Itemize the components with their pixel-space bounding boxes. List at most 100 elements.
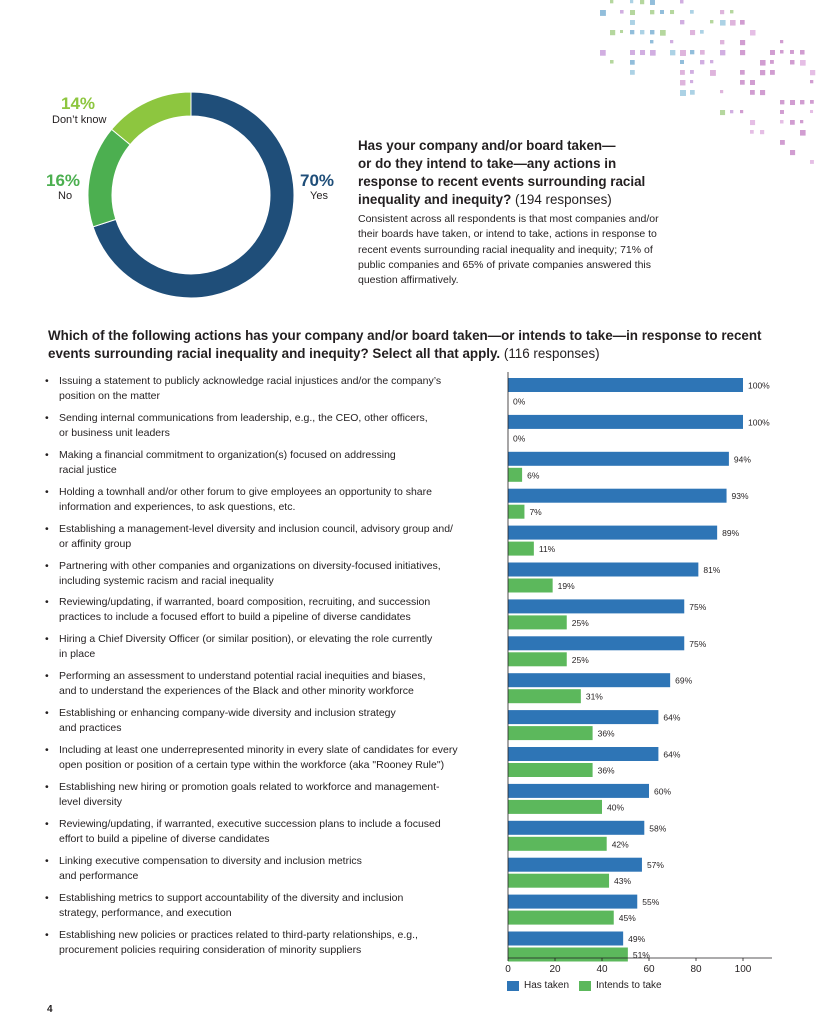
decorative-dot [680, 0, 684, 4]
dont-know-percent: 14% [61, 94, 96, 113]
bar-intends-to-take [508, 947, 628, 962]
bullet: • [45, 559, 49, 572]
action-label-line: Establishing a management-level diversit… [59, 522, 453, 535]
donut-slice-don-t-know [110, 91, 192, 146]
bar-value-label: 51% [633, 950, 650, 960]
action-label: Performing an assessment to understand p… [59, 669, 495, 699]
bar-value-label: 100% [748, 381, 770, 391]
legend-intends-to-take: Intends to take [596, 980, 662, 991]
action-label-line: procurement policies requiring considera… [59, 943, 362, 956]
decorative-dot [660, 30, 666, 36]
decorative-dot [800, 100, 805, 105]
bar-value-label: 49% [628, 934, 645, 944]
decorative-dot [790, 100, 796, 106]
decorative-dot [630, 50, 635, 55]
question-1-line: response to recent events surrounding ra… [358, 174, 646, 189]
decorative-dot [650, 30, 655, 35]
decorative-dot [630, 20, 635, 25]
bullet: • [45, 522, 49, 535]
decorative-dot [690, 10, 694, 14]
decorative-dot [650, 10, 655, 15]
decorative-dot [690, 30, 696, 36]
decorative-dot [730, 110, 734, 114]
bar-value-label: 64% [663, 750, 680, 760]
x-tick-label: 60 [643, 964, 655, 975]
decorative-dot [740, 70, 745, 75]
bar-value-label: 45% [619, 913, 636, 923]
decorative-dot [700, 50, 705, 55]
action-label-line: Making a financial commitment to organiz… [59, 448, 396, 461]
action-label: Partnering with other companies and orga… [59, 559, 495, 589]
action-label-line: level diversity [59, 795, 123, 808]
bar-has-taken [508, 636, 685, 651]
action-label: Hiring a Chief Diversity Officer (or sim… [59, 632, 495, 662]
page-number: 4 [47, 1004, 53, 1015]
yes-percent: 70% [300, 171, 335, 190]
bar-value-label: 25% [572, 655, 589, 665]
question-1-line: inequality and inequity? [358, 192, 512, 207]
x-tick-label: 40 [596, 964, 608, 975]
question-1-line: Has your company and/or board taken— [358, 138, 616, 153]
bar-intends-to-take [508, 763, 593, 777]
decorative-dot [610, 0, 614, 4]
decorative-dot [780, 50, 784, 54]
action-label-line: racial justice [59, 463, 117, 476]
decorative-dot [800, 120, 804, 124]
question-1-responses: (194 responses) [511, 192, 612, 207]
decorative-dot [650, 0, 655, 5]
action-label-line: Establishing metrics to support accounta… [59, 891, 404, 904]
bar-value-label: 58% [649, 823, 666, 833]
action-label-line: Including at least one underrepresented … [59, 744, 458, 756]
decorative-dot [700, 60, 705, 65]
decorative-dot [680, 60, 684, 64]
decorative-dot [760, 60, 766, 66]
x-tick-label: 0 [505, 964, 511, 975]
decorative-dot [810, 100, 814, 104]
decorative-dot [760, 90, 766, 96]
bullet: • [45, 744, 49, 756]
bar-intends-to-take [508, 467, 523, 482]
decorative-dot [790, 50, 794, 54]
decorative-dot [780, 40, 784, 44]
donut-slice-yes [92, 91, 295, 299]
bar-value-label: 11% [539, 544, 556, 554]
decorative-dot [720, 110, 726, 116]
bar-intends-to-take [508, 910, 614, 925]
decorative-dot [800, 60, 806, 66]
action-label-line: Linking executive compensation to divers… [59, 854, 362, 867]
decorative-dot [750, 120, 756, 126]
decorative-dot [750, 130, 754, 134]
decorative-dot [780, 110, 784, 114]
action-label-line: Performing an assessment to understand p… [59, 670, 426, 683]
decorative-dot [690, 80, 694, 84]
bullet: • [45, 670, 49, 683]
decorative-dot [710, 20, 714, 24]
decorative-dot [630, 10, 636, 16]
action-label-line: Establishing or enhancing company-wide d… [59, 707, 396, 720]
decorative-dot [700, 30, 704, 34]
decorative-dot [720, 10, 725, 15]
question-1-line: or do they intend to take—any actions in [358, 156, 617, 171]
decorative-dot [810, 160, 814, 164]
bullet: • [45, 854, 49, 867]
decorative-dot [740, 110, 744, 114]
decorative-dot-pattern [600, 0, 816, 164]
decorative-dot [780, 120, 784, 124]
bar-intends-to-take [508, 836, 607, 851]
bar-has-taken [508, 525, 718, 540]
action-label: Sending internal communications from lea… [59, 411, 495, 441]
question-2-text: Which of the following actions has your … [48, 328, 762, 361]
decorative-dot [800, 130, 806, 136]
decorative-dot [680, 20, 685, 25]
action-label-line: in place [59, 648, 96, 661]
action-label: Reviewing/updating, if warranted, board … [59, 595, 495, 625]
action-label-line: Partnering with other companies and orga… [59, 559, 441, 572]
bar-intends-to-take [508, 541, 534, 556]
x-tick-label: 100 [735, 964, 752, 975]
decorative-dot [720, 20, 726, 26]
decorative-dot [650, 40, 654, 44]
bar-value-label: 57% [647, 860, 664, 870]
bar-value-label: 42% [612, 839, 629, 849]
bar-intends-to-take [508, 726, 593, 741]
